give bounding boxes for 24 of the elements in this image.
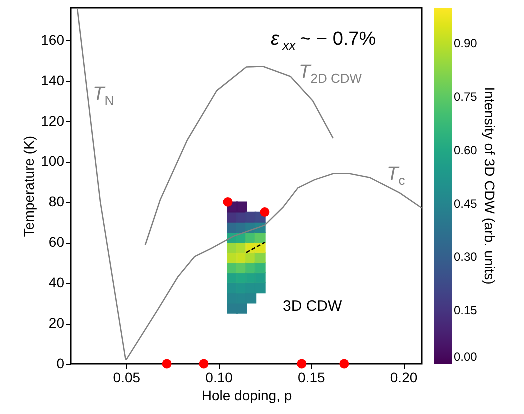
y-tick-label: 160 (41, 32, 65, 48)
x-tick-label: 0.20 (390, 370, 418, 386)
color-bar-label: 0.15 (454, 304, 478, 318)
y-tick-label: 120 (41, 112, 65, 129)
y-tick-label: 100 (41, 153, 65, 170)
color-bar-label: 0.00 (454, 350, 478, 364)
x-tick-label: 0.15 (298, 370, 326, 386)
color-bar-label: 0.75 (454, 90, 478, 104)
y-tick-label: 80 (48, 194, 65, 210)
y-axis-title: Temperature (K) (21, 136, 38, 238)
y-tick-label: 0 (56, 356, 65, 372)
color-bar-title: Intensity of 3D CDW (arb. units) (482, 87, 498, 285)
color-bar-label: 0.30 (454, 250, 478, 264)
y-tick-label: 140 (41, 72, 65, 88)
color-bar-label: 0.90 (454, 36, 478, 51)
color-bar-label: 0.60 (454, 143, 478, 158)
y-tick-label: 40 (48, 274, 65, 291)
color-bar-label: 0.45 (454, 196, 478, 211)
y-tick-label: 20 (48, 315, 65, 332)
y-tick-label: 60 (48, 234, 65, 250)
x-tick-label: 0.05 (113, 370, 141, 386)
annotation: 3D CDW (283, 298, 344, 315)
x-tick-label: 0.10 (206, 370, 234, 386)
x-axis-title: Hole doping, p (202, 388, 292, 404)
